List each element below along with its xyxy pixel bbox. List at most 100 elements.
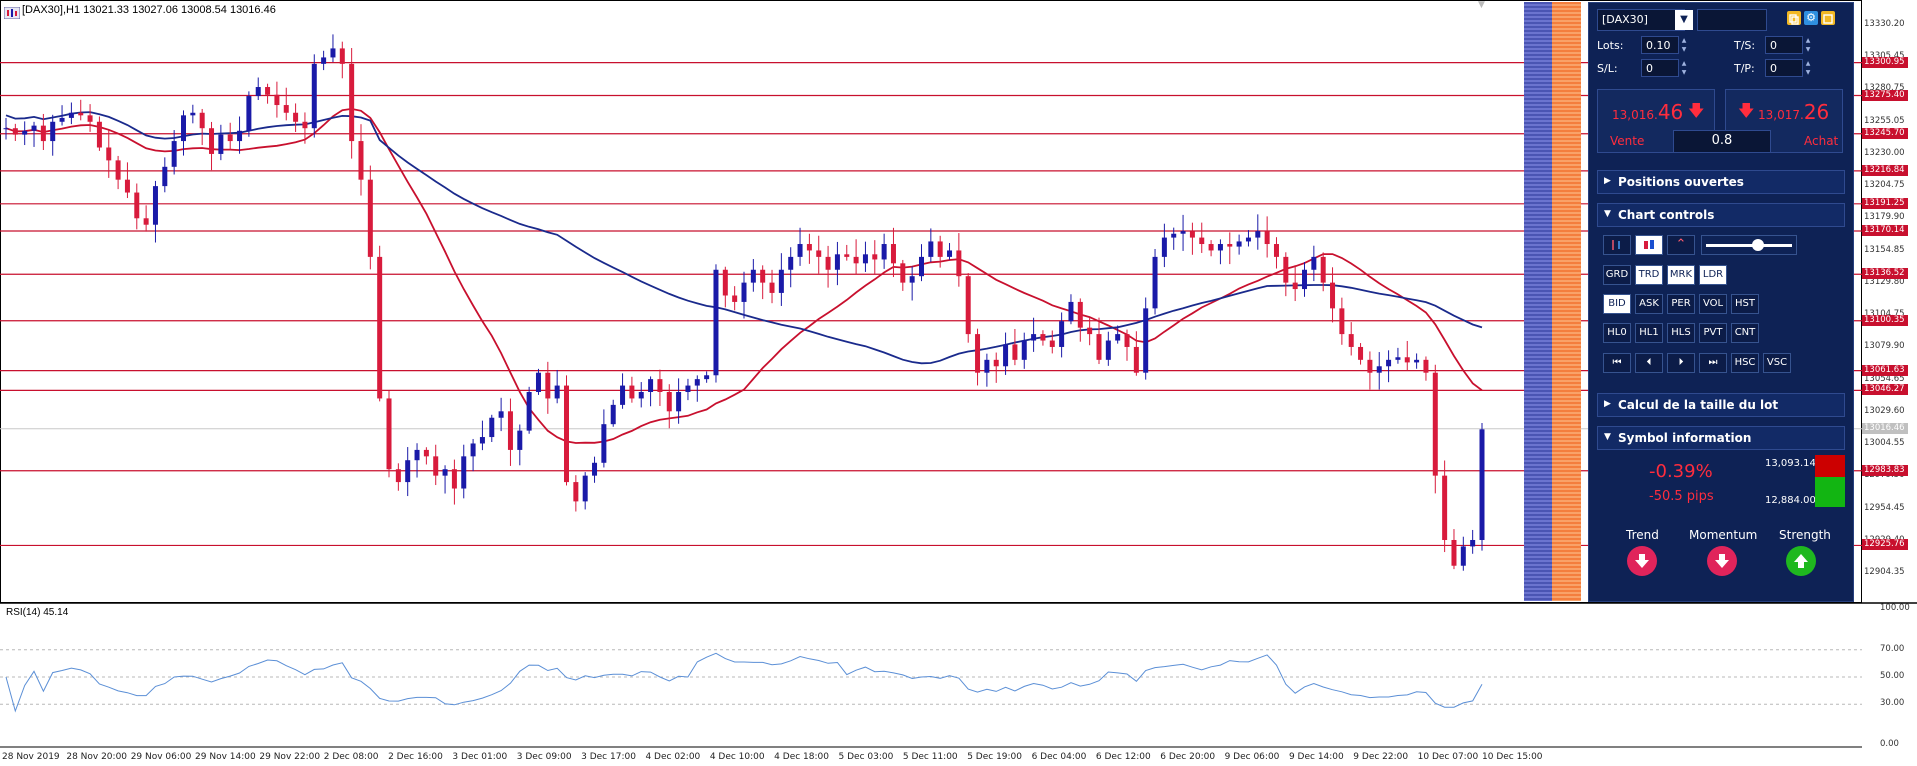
symbol-select[interactable]: [DAX30] [1597, 9, 1685, 31]
level-price-tag: 13300.95 [1862, 56, 1908, 68]
sl-input[interactable]: 0 [1641, 59, 1679, 77]
candle-body [134, 192, 140, 219]
line-chart-button[interactable]: ⌃ [1667, 235, 1695, 255]
ts-input[interactable]: 0 [1765, 36, 1803, 54]
time-tick-label: 5 Dec 19:00 [967, 752, 1023, 762]
lot-calc-section[interactable]: ▶ Calcul de la taille du lot [1597, 393, 1845, 417]
buy-price: 13,017.26 [1758, 100, 1829, 124]
time-tick-label: 9 Dec 22:00 [1353, 752, 1409, 762]
slider-handle[interactable] [1752, 239, 1764, 251]
candle-body [1059, 321, 1065, 347]
candle-body [367, 179, 373, 257]
lots-input[interactable]: 0.10 [1641, 36, 1679, 54]
per-toggle-button[interactable]: PER [1667, 294, 1695, 314]
ts-stepper[interactable]: ▲ ▼ [1805, 37, 1811, 53]
prev-bar-button[interactable]: ⏴ [1635, 353, 1663, 373]
price-tick-label: 13230.00 [1864, 147, 1905, 158]
candle-body [872, 254, 878, 260]
hls-toggle-button[interactable]: HLS [1667, 323, 1695, 343]
bid-toggle-button[interactable]: BID [1603, 294, 1631, 314]
candle-body [1115, 334, 1121, 341]
window-icon[interactable] [1821, 11, 1835, 25]
hl1-toggle-button[interactable]: HL1 [1635, 323, 1663, 343]
zoom-slider[interactable] [1701, 235, 1797, 255]
candle-body [657, 379, 663, 393]
candle-body [31, 125, 37, 131]
horizontal-levels [0, 62, 1862, 547]
candle-body [1068, 301, 1074, 322]
open-positions-section[interactable]: ▶ Positions ouvertes [1597, 170, 1845, 194]
candle-body [629, 385, 635, 399]
rsi-tick-label: 0.00 [1880, 739, 1899, 749]
candle-body [676, 392, 682, 412]
mrk-toggle-button[interactable]: MRK [1667, 265, 1695, 285]
copy-icon[interactable] [1787, 11, 1801, 25]
symbol-search-input[interactable] [1697, 9, 1767, 31]
candle-body [535, 372, 541, 393]
chart-menu-icon[interactable] [3, 4, 21, 23]
tp-input[interactable]: 0 [1765, 59, 1803, 77]
level-price-tag: 13216.84 [1862, 164, 1908, 176]
candle-body [564, 385, 570, 483]
candle-body [1311, 256, 1317, 270]
symbol-info-section[interactable]: ▼ Symbol information [1597, 426, 1845, 450]
time-tick-label: 4 Dec 10:00 [709, 752, 765, 762]
price-tick-label: 13104.75 [1864, 309, 1905, 319]
candle-chart-button[interactable] [1635, 235, 1663, 255]
candle-body [853, 256, 859, 264]
candle-body [96, 121, 102, 148]
chart-controls-label: Chart controls [1618, 208, 1715, 222]
candle-body [1451, 539, 1457, 566]
gear-icon[interactable]: ⚙ [1804, 11, 1818, 25]
candle-body [788, 256, 794, 270]
candle-body [1414, 359, 1420, 363]
cnt-toggle-button[interactable]: CNT [1731, 323, 1759, 343]
hsc-button[interactable]: HSC [1731, 353, 1759, 373]
candle-body [1339, 308, 1345, 335]
next-bar-button[interactable]: ⏵ [1667, 353, 1695, 373]
trd-toggle-button[interactable]: TRD [1635, 265, 1663, 285]
rsi-path [5, 652, 1483, 713]
buy-price-small: 13,017. [1758, 108, 1804, 122]
hst-toggle-button[interactable]: HST [1731, 294, 1759, 314]
candle-body [918, 256, 924, 277]
time-tick-label: 28 Nov 2019 [2, 752, 60, 762]
sell-label: Vente [1610, 134, 1645, 148]
first-bar-button[interactable]: ⏮ [1603, 353, 1631, 373]
time-tick-label: 29 Nov 22:00 [259, 752, 321, 762]
ts-label: T/S: [1734, 39, 1756, 52]
time-tick-label: 6 Dec 12:00 [1095, 752, 1151, 762]
candle-body [302, 121, 308, 129]
candle-body [255, 87, 261, 97]
sl-stepper[interactable]: ▲ ▼ [1681, 60, 1687, 76]
price-tick-label: 13280.75 [1864, 82, 1905, 93]
tp-stepper[interactable]: ▲ ▼ [1805, 60, 1811, 76]
candle-body [489, 417, 495, 438]
price-tick-label: 13029.60 [1864, 405, 1905, 416]
chart-controls-section[interactable]: ▼ Chart controls [1597, 203, 1845, 227]
level-price-tag: 12925.76 [1862, 539, 1908, 551]
ldr-toggle-button[interactable]: LDR [1699, 265, 1727, 285]
arrow-down-icon: 🡇 [1688, 101, 1705, 120]
volume-band-blue [1524, 2, 1552, 601]
hl0-toggle-button[interactable]: HL0 [1603, 323, 1631, 343]
bar-chart-button[interactable] [1603, 235, 1631, 255]
candle-body [526, 392, 532, 431]
day-high: 13,093.14 [1765, 458, 1816, 469]
price-tick-label: 13079.90 [1864, 341, 1905, 352]
candle-body [1404, 357, 1410, 363]
vsc-button[interactable]: VSC [1763, 353, 1791, 373]
last-bar-button[interactable]: ⏭ [1699, 353, 1727, 373]
time-tick-label: 9 Dec 06:00 [1224, 752, 1280, 762]
lots-stepper[interactable]: ▲ ▼ [1681, 37, 1687, 53]
candle-body [760, 269, 766, 283]
candle-body [638, 392, 644, 399]
grd-toggle-button[interactable]: GRD [1603, 265, 1631, 285]
ask-toggle-button[interactable]: ASK [1635, 294, 1663, 314]
ma-fast-line [5, 107, 1483, 444]
candle-body [330, 48, 336, 58]
pvt-toggle-button[interactable]: PVT [1699, 323, 1727, 343]
candle-body [554, 385, 560, 399]
chevron-down-icon[interactable]: ▼ [1675, 10, 1693, 30]
vol-toggle-button[interactable]: VOL [1699, 294, 1727, 314]
